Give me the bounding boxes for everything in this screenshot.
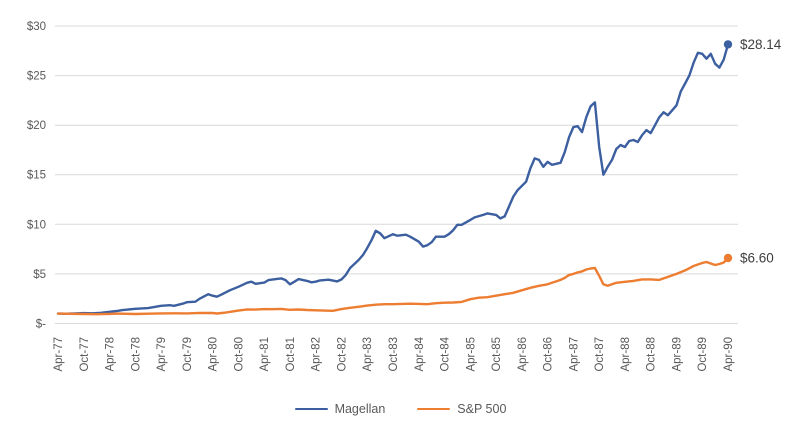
y-tick-label: $20 [27,120,46,132]
x-tick-label: Oct-87 [594,337,606,372]
sp500-end-dot [723,253,733,263]
magellan-line-swatch [294,407,328,411]
legend-label-sp500: S&P 500 [457,402,507,416]
x-tick-label: Apr-84 [414,336,426,371]
magellan-end-dot [723,40,733,49]
x-tick-label: Apr-79 [156,337,168,372]
x-tick-label: Apr-90 [723,337,735,372]
y-tick-label: $5 [33,269,46,281]
y-tick-label: $10 [27,219,46,231]
x-tick-label: Apr-82 [311,337,323,372]
x-tick-label: Oct-88 [646,337,658,372]
chart-legend: Magellan S&P 500 [0,402,801,416]
x-tick-label: Oct-79 [182,337,194,372]
x-tick-label: Oct-84 [440,336,452,371]
x-tick-label: Oct-80 [233,337,245,372]
x-tick-label: Apr-81 [259,337,271,372]
magellan-end-value-label: $28.14 [740,37,782,52]
magellan-line [56,43,730,315]
x-tick-label: Apr-88 [620,337,632,372]
x-tick-label: Apr-89 [672,337,684,372]
x-tick-label: Apr-80 [208,337,220,372]
x-tick-label: Oct-83 [388,337,400,372]
x-tick-label: Apr-77 [53,337,65,372]
x-tick-label: Oct-89 [697,337,709,372]
y-tick-label: $- [36,319,46,331]
sp500-line [56,256,730,316]
legend-item-sp500[interactable]: S&P 500 [417,402,506,416]
x-tick-label: Apr-83 [362,337,374,372]
legend-item-magellan[interactable]: Magellan [294,402,386,416]
x-tick-label: Oct-86 [543,337,555,372]
x-tick-label: Apr-87 [568,337,580,372]
legend-label-magellan: Magellan [334,402,386,416]
x-tick-label: Apr-78 [105,337,117,372]
x-tick-label: Apr-86 [517,337,529,372]
x-tick-label: Oct-78 [130,337,142,372]
x-tick-label: Oct-77 [79,337,91,372]
sp500-end-value-label: $6.60 [740,251,774,266]
x-tick-label: Oct-85 [491,337,503,372]
y-tick-label: $30 [27,21,46,33]
y-tick-label: $25 [27,71,46,83]
y-tick-label: $15 [27,170,46,182]
x-tick-label: Oct-81 [285,337,297,372]
x-tick-label: Apr-85 [465,337,477,372]
sp500-line-swatch [417,407,451,411]
x-tick-label: Oct-82 [337,337,349,372]
